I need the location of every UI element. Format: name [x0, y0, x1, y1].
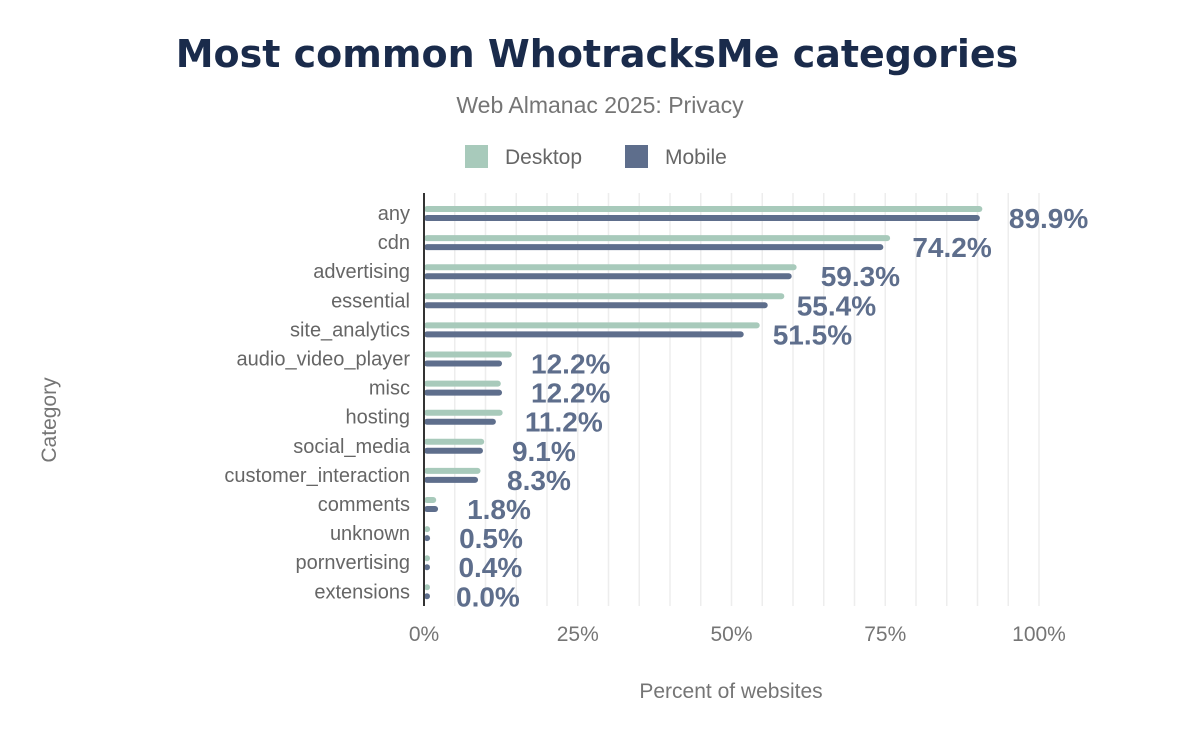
category-label: misc [369, 378, 410, 400]
bars [424, 206, 983, 600]
data-label: 12.2% [531, 378, 610, 409]
data-label: 11.2% [525, 407, 603, 438]
x-tick-label: 50% [710, 623, 752, 646]
gridlines [454, 193, 1040, 606]
category-label: essential [331, 290, 410, 312]
data-label: 55.4% [797, 290, 876, 321]
data-label: 8.3% [507, 465, 571, 496]
category-label: social_media [293, 436, 411, 458]
x-axis-ticks: 0% 25% 50% 75% 100% [409, 623, 1066, 646]
y-axis-categories: any cdn advertising essential site_analytics… [224, 203, 411, 603]
category-label: cdn [378, 232, 410, 254]
legend-item-desktop[interactable]: Desktop [465, 145, 582, 169]
legend-swatch-mobile [625, 145, 648, 168]
data-label: 9.1% [512, 436, 576, 467]
category-label: extensions [314, 581, 410, 603]
chart-title: Most common WhotracksMe categories [176, 32, 1019, 76]
chart-subtitle: Web Almanac 2025: Privacy [456, 92, 744, 118]
category-label: audio_video_player [237, 349, 411, 371]
y-axis-title: Category [38, 377, 61, 463]
data-labels: 89.9%74.2%59.3%55.4%51.5%12.2%12.2%11.2%… [456, 203, 1088, 612]
category-label: customer_interaction [224, 465, 410, 487]
category-label: hosting [346, 407, 411, 429]
category-label: advertising [313, 261, 410, 283]
data-label: 89.9% [1009, 203, 1088, 234]
x-axis-title: Percent of websites [639, 680, 822, 703]
data-label: 0.5% [459, 523, 523, 554]
category-label: unknown [330, 523, 410, 545]
category-label: comments [318, 494, 410, 516]
x-tick-label: 100% [1012, 623, 1066, 646]
legend-label-mobile: Mobile [665, 146, 727, 169]
data-label: 51.5% [773, 319, 852, 350]
data-label: 59.3% [821, 261, 900, 292]
legend: Desktop Mobile [465, 145, 727, 169]
legend-item-mobile[interactable]: Mobile [625, 145, 727, 169]
data-label: 0.4% [458, 552, 522, 583]
data-label: 74.2% [912, 232, 991, 263]
category-label: pornvertising [295, 552, 410, 574]
data-label: 12.2% [531, 349, 610, 380]
legend-label-desktop: Desktop [505, 146, 582, 169]
category-label: site_analytics [290, 319, 410, 341]
x-tick-label: 0% [409, 623, 439, 646]
x-tick-label: 25% [557, 623, 599, 646]
data-label: 0.0% [456, 581, 520, 612]
category-label: any [378, 203, 410, 225]
legend-swatch-desktop [465, 145, 488, 168]
x-tick-label: 75% [864, 623, 906, 646]
data-label: 1.8% [467, 494, 531, 525]
